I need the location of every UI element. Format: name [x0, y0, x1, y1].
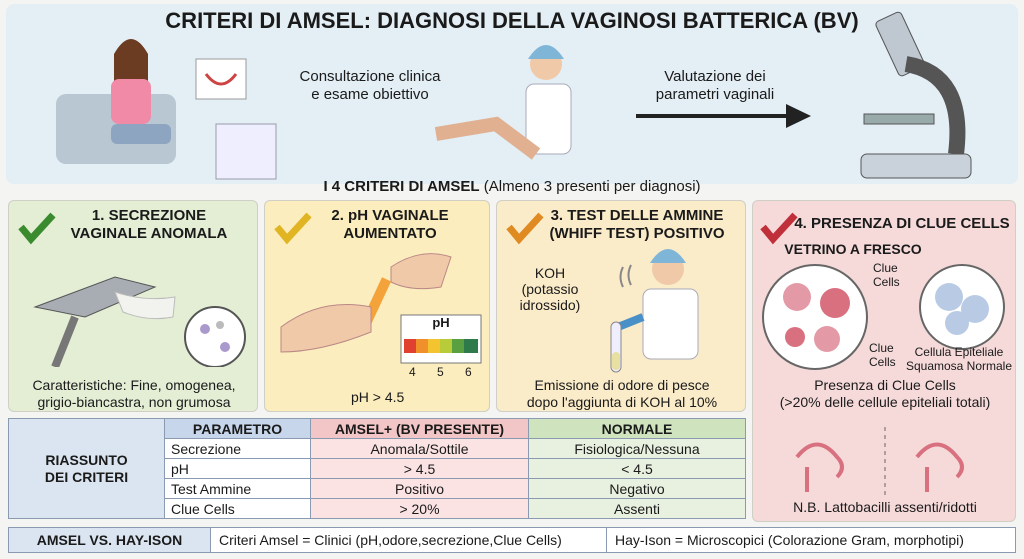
- scale-label: pH: [432, 315, 450, 330]
- header-cell: NORMALE: [528, 418, 746, 439]
- title-line: VAGINALE ANOMALA: [70, 225, 228, 242]
- footer-bar: AMSEL VS. HAY-ISON Criteri Amsel = Clini…: [8, 527, 1016, 553]
- title: CRITERI DI AMSEL: DIAGNOSI DELLA VAGINOS…: [165, 8, 859, 33]
- table-cell: < 4.5: [528, 458, 746, 479]
- table-cell: pH: [164, 458, 311, 479]
- footer-cell: Hay-Ison = Microscopici (Colorazione Gra…: [615, 532, 964, 548]
- card-illustration: [760, 212, 1005, 497]
- table-cell: Secrezione: [164, 438, 311, 459]
- card-illustration: [274, 212, 482, 364]
- criterion-card: 2. pH VAGINALE AUMENTATO pH 4 5 6 pH > 4…: [264, 200, 490, 412]
- description-line: Emissione di odore di pesce: [534, 377, 710, 393]
- table-cell: Anomala/Sottile: [310, 438, 529, 459]
- table-cell: Negativo: [528, 478, 746, 499]
- card-note: N.B. Lattobacilli assenti/ridotti: [793, 499, 977, 515]
- card-description: Presenza di Clue Cells (>20% delle cellu…: [753, 377, 1017, 411]
- table-label: RIASSUNTO DEI CRITERI: [8, 418, 165, 519]
- reagent-line: idrossido): [519, 297, 581, 313]
- table-cell: Clue Cells: [164, 498, 311, 519]
- footer-label: AMSEL VS. HAY-ISON: [9, 528, 211, 552]
- footer-cell: Criteri Amsel = Clinici (pH,odore,secrez…: [211, 528, 607, 552]
- label-line: Cells: [873, 275, 900, 289]
- clue-label: Clue Cells: [869, 341, 896, 369]
- label-line: Cellula Epiteliale: [914, 345, 1004, 359]
- label-line: Squamosa Normale: [905, 359, 1013, 373]
- description-line: Presenza di Clue Cells: [814, 377, 956, 393]
- card-subtitle: VETRINO A FRESCO: [784, 241, 922, 257]
- description-line: Caratteristiche: Fine, omogenea,: [32, 377, 236, 393]
- criteria-note: (Almeno 3 presenti per diagnosi): [483, 178, 701, 195]
- title-line: AUMENTATO: [343, 225, 437, 242]
- title-line: (WHIFF TEST) POSITIVO: [549, 225, 725, 242]
- clue-label: Clue Cells: [873, 261, 900, 289]
- description-line: grigio-biancastra, non grumosa: [37, 394, 231, 410]
- table-cell: > 4.5: [310, 458, 529, 479]
- table-cell: Test Ammine: [164, 478, 311, 499]
- criterion-card: 3. TEST DELLE AMMINE (WHIFF TEST) POSITI…: [496, 200, 746, 412]
- description-line: pH > 4.5: [351, 389, 405, 405]
- caption-left: Consultazione clinica e esame obiettivo: [280, 68, 460, 104]
- header-cell: AMSEL+ (BV PRESENTE): [310, 418, 529, 439]
- caption-line: Consultazione clinica: [299, 68, 441, 85]
- description-line: (>20% delle cellule epiteliali totali): [779, 394, 991, 410]
- label-line: Cells: [869, 355, 896, 369]
- card-title: 4. PRESENZA DI CLUE CELLS: [787, 215, 1017, 233]
- card-illustration: [18, 212, 246, 367]
- summary-table: RIASSUNTO DEI CRITERI PARAMETRO AMSEL+ (…: [8, 418, 746, 519]
- caption-line: Valutazione dei: [664, 68, 766, 85]
- label-line: Clue: [873, 261, 898, 275]
- title-line: 3. TEST DELLE AMMINE: [550, 207, 724, 224]
- criterion-card: 4. PRESENZA DI CLUE CELLS VETRINO A FRES…: [752, 200, 1016, 522]
- scale-tick: 5: [437, 365, 444, 379]
- caption-line: parametri vaginali: [655, 86, 775, 103]
- title-line: 2. pH VAGINALE: [331, 207, 449, 224]
- scale-tick: 6: [465, 365, 472, 379]
- card-illustration: [506, 212, 699, 373]
- scale-tick: 4: [409, 365, 416, 379]
- card-description: pH > 4.5: [351, 389, 404, 406]
- card-title: 3. TEST DELLE AMMINE (WHIFF TEST) POSITI…: [527, 207, 747, 243]
- table-cell: Assenti: [528, 498, 746, 519]
- table-cell: > 20%: [310, 498, 529, 519]
- caption-right: Valutazione dei parametri vaginali: [640, 68, 790, 104]
- caption-line: e esame obiettivo: [311, 86, 429, 103]
- table-cell: Fisiologica/Nessuna: [528, 438, 746, 459]
- reagent-line: (potassio: [521, 281, 579, 297]
- criteria-heading: I 4 CRITERI DI AMSEL (Almeno 3 presenti …: [0, 178, 1024, 195]
- header-cell: PARAMETRO: [164, 418, 311, 439]
- criteria-title: I 4 CRITERI DI AMSEL: [323, 178, 480, 195]
- card-title: 1. SECREZIONE VAGINALE ANOMALA: [39, 207, 259, 243]
- normal-cell-label: Cellula Epiteliale Squamosa Normale: [903, 345, 1015, 373]
- card-title: 2. pH VAGINALE AUMENTATO: [295, 207, 485, 243]
- title-line: 1. SECREZIONE: [91, 207, 207, 224]
- label-line: RIASSUNTO: [45, 451, 128, 468]
- reagent-label: KOH (potassio idrossido): [505, 265, 595, 313]
- card-description: Caratteristiche: Fine, omogenea, grigio-…: [9, 377, 259, 411]
- card-description: Emissione di odore di pesce dopo l'aggiu…: [497, 377, 747, 411]
- criterion-card: 1. SECREZIONE VAGINALE ANOMALA Caratteri…: [8, 200, 258, 412]
- label-line: DEI CRITERI: [44, 468, 129, 485]
- reagent-line: KOH: [534, 265, 566, 281]
- table-cell: Positivo: [310, 478, 529, 499]
- label-line: Clue: [869, 341, 894, 355]
- description-line: dopo l'aggiunta di KOH al 10%: [526, 394, 718, 410]
- title-line: 4. PRESENZA DI CLUE CELLS: [794, 215, 1010, 232]
- header-illustration: [56, 11, 972, 180]
